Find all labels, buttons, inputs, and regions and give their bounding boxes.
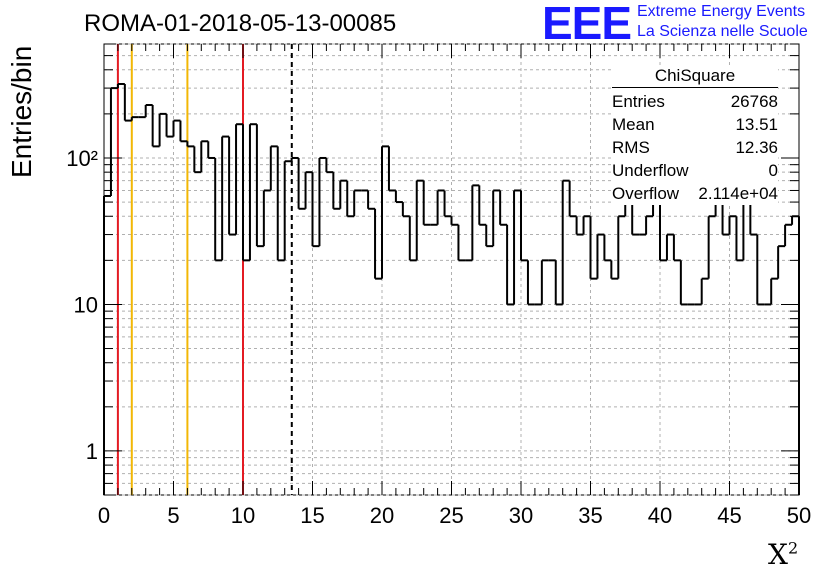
stats-label: Mean	[612, 115, 655, 134]
x-tick-label: 25	[439, 503, 463, 528]
stats-label: Entries	[612, 92, 665, 111]
stats-value: 26768	[730, 92, 778, 111]
stats-label: Overflow	[612, 184, 680, 203]
y-tick-label: 10²	[66, 146, 98, 171]
histogram-bins	[103, 82, 800, 495]
stats-row: Mean 13.51	[612, 113, 778, 136]
x-axis-label: X2	[768, 538, 798, 571]
stats-row: RMS 12.36	[612, 136, 778, 159]
x-tick-label: 15	[300, 503, 324, 528]
stats-value: 0	[768, 161, 778, 180]
x-tick-label: 30	[509, 503, 533, 528]
y-tick-label: 1	[86, 439, 98, 464]
stats-row: Overflow 2.114e+04	[612, 182, 778, 205]
y-tick-label: 10	[74, 292, 98, 317]
stats-value: 12.36	[735, 138, 778, 157]
x-tick-label: 5	[167, 503, 179, 528]
x-tick-label: 50	[787, 503, 811, 528]
eee-logo: EEE	[542, 0, 632, 49]
axis-ticks: 0 5 10 15 20 25 30 35 40 45 50 1 10 10²	[66, 43, 811, 528]
stats-row: Entries 26768	[612, 90, 778, 113]
stats-title: ChiSquare	[612, 66, 778, 88]
x-tick-label: 20	[370, 503, 394, 528]
stats-value: 2.114e+04	[698, 184, 778, 203]
logo-line-2: La Scienza nelle Scuole	[637, 23, 808, 40]
x-tick-label: 0	[98, 503, 110, 528]
stats-label: Underflow	[612, 161, 689, 180]
x-axis-label-sup: 2	[787, 538, 799, 558]
x-tick-label: 10	[231, 503, 255, 528]
chart-title: ROMA-01-2018-05-13-00085	[84, 10, 397, 37]
stats-box: ChiSquare Entries 26768 Mean 13.51 RMS 12.3…	[612, 66, 778, 205]
x-tick-label: 40	[648, 503, 672, 528]
grid-layer	[104, 43, 799, 496]
stats-value: 13.51	[735, 115, 778, 134]
stats-label: RMS	[612, 138, 650, 157]
x-axis-label-base: X	[768, 538, 788, 571]
x-tick-label: 45	[717, 503, 741, 528]
y-axis-label: Entries/bin	[6, 45, 37, 178]
reference-lines	[116, 44, 293, 495]
logo-line-1: Extreme Energy Events	[637, 3, 806, 20]
x-tick-label: 35	[578, 503, 602, 528]
stats-row: Underflow 0	[612, 159, 778, 182]
